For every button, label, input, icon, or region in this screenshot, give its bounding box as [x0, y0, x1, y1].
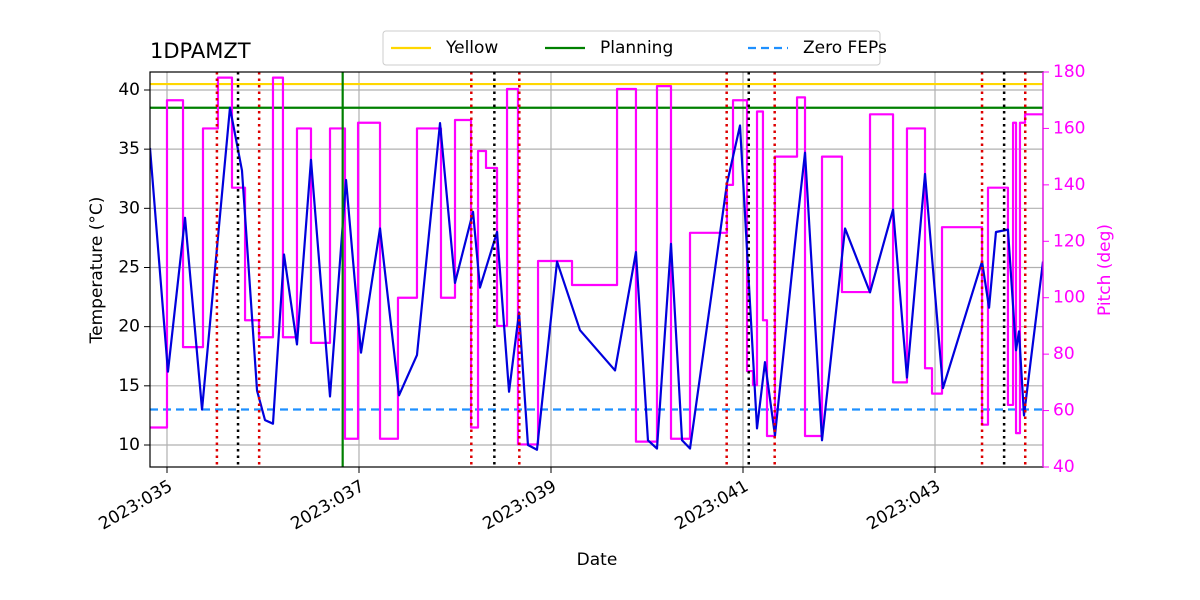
y-tick-label: 20	[118, 317, 140, 337]
y-tick-label: 30	[118, 198, 140, 218]
y-tick-label: 15	[118, 376, 140, 396]
legend-label: Zero FEPs	[803, 38, 887, 58]
legend-label: Yellow	[445, 38, 498, 58]
y-axis-label: Temperature (°C)	[87, 197, 107, 345]
series-line	[150, 106, 1043, 451]
x-axis-label: Date	[577, 550, 618, 570]
y2-tick-label: 160	[1053, 118, 1085, 138]
x-tick-label: 2023:043	[863, 476, 944, 534]
x-tick-label: 2023:037	[287, 476, 368, 534]
y2-tick-label: 80	[1053, 344, 1075, 364]
y-tick-label: 25	[118, 257, 140, 277]
x-tick-label: 2023:035	[95, 476, 176, 534]
y2-tick-label: 140	[1053, 175, 1085, 195]
legend-label: Planning	[600, 38, 673, 58]
legend-box	[382, 30, 881, 66]
x-tick-label: 2023:041	[671, 476, 752, 534]
chart-title: 1DPAMZT	[150, 39, 251, 63]
y2-tick-label: 180	[1053, 62, 1085, 82]
y2-axis-label: Pitch (deg)	[1095, 224, 1115, 316]
plot-area	[150, 72, 1043, 467]
y-tick-label: 10	[118, 435, 140, 455]
y2-tick-label: 60	[1053, 401, 1075, 421]
x-tick-label: 2023:039	[479, 476, 560, 534]
y2-tick-label: 120	[1053, 231, 1085, 251]
y2-tick-label: 40	[1053, 457, 1075, 477]
y-tick-label: 40	[118, 80, 140, 100]
y-tick-label: 35	[118, 139, 140, 159]
y2-tick-label: 100	[1053, 288, 1085, 308]
